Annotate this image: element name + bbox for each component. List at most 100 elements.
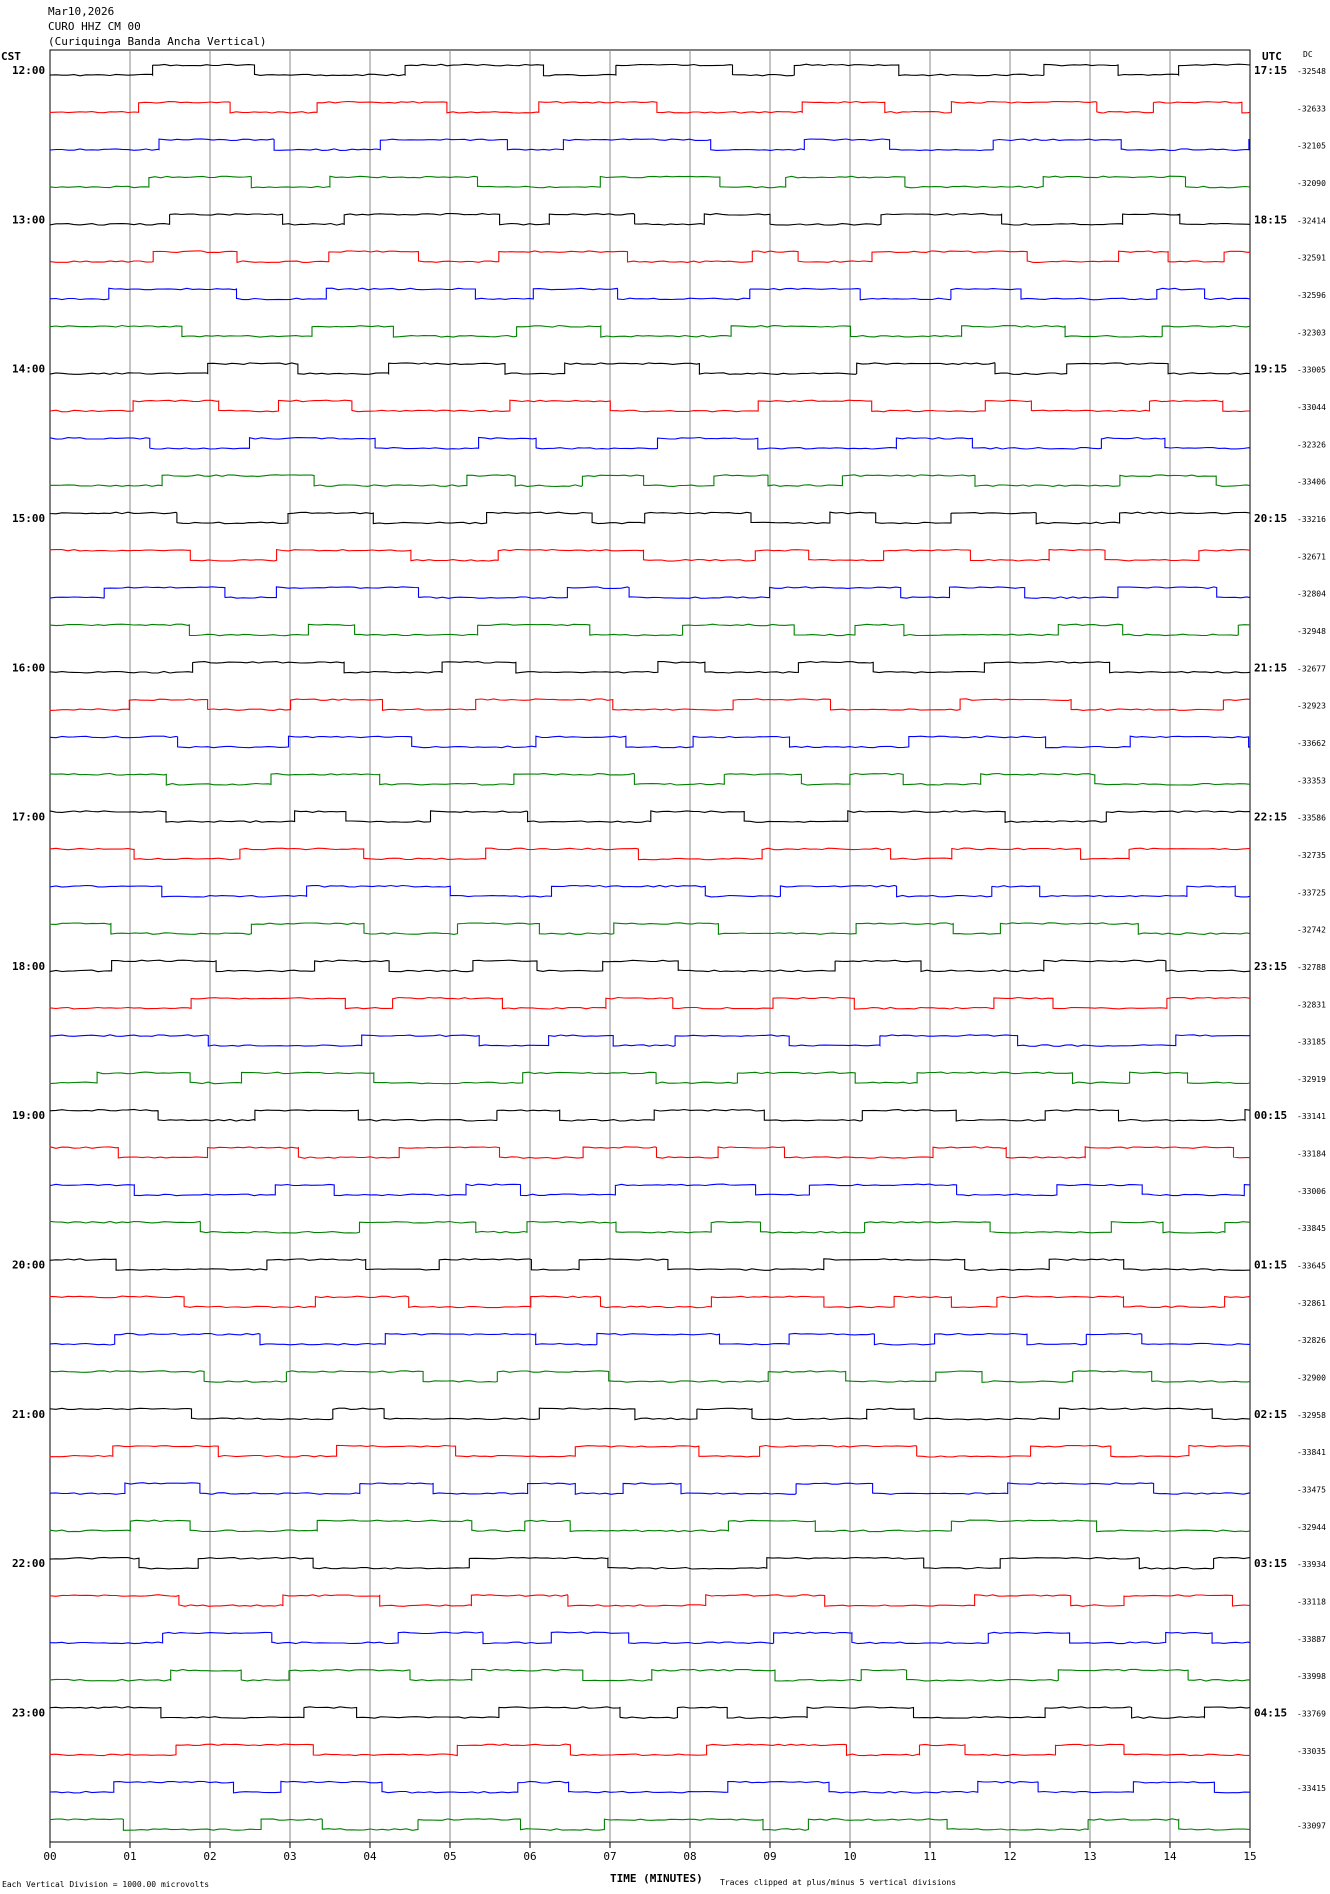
cst-hour-label: 14:00: [12, 363, 45, 376]
dc-offset-label: -33216: [1297, 515, 1326, 524]
x-tick-label: 02: [203, 1850, 216, 1863]
dc-offset-label: -33475: [1297, 1486, 1326, 1495]
x-tick-label: 03: [283, 1850, 296, 1863]
trace-line: [49, 250, 1251, 264]
dc-offset-label: -32303: [1297, 328, 1326, 337]
dc-offset-label: -32948: [1297, 627, 1326, 636]
cst-hour-label: 13:00: [12, 213, 45, 226]
dc-offset-label: -33645: [1297, 1262, 1326, 1271]
trace-line: [49, 922, 1251, 935]
dc-offset-label: -32804: [1297, 590, 1326, 599]
trace-line: [49, 698, 1251, 711]
dc-offset-label: -32326: [1297, 440, 1326, 449]
x-tick-label: 00: [43, 1850, 56, 1863]
trace-line: [49, 63, 1251, 77]
axis-labels: 00 01 02 03 04 05 06 07 08 09 10 11 12 13 14 15 -32548 12…: [12, 64, 1326, 1863]
dc-offset-label: -33141: [1297, 1112, 1326, 1121]
cst-hour-label: 20:00: [12, 1259, 45, 1272]
cst-hour-label: 23:00: [12, 1707, 45, 1720]
trace-line: [49, 847, 1251, 861]
dc-offset-label: -33184: [1297, 1150, 1326, 1159]
trace-line: [49, 623, 1251, 637]
utc-hour-label: 02:15: [1254, 1408, 1287, 1421]
dc-offset-label: -32735: [1297, 851, 1326, 860]
plot-frame: [49, 49, 1251, 1843]
utc-hour-label: 19:15: [1254, 363, 1287, 376]
trace-line: [49, 1482, 1251, 1495]
dc-offset-label: -32591: [1297, 254, 1326, 263]
trace-line: [49, 362, 1251, 376]
trace-line: [49, 884, 1251, 898]
trace-line: [49, 1183, 1251, 1197]
scale-note: Each Vertical Division = 1000.00 microvo…: [2, 1880, 210, 1889]
trace-line: [49, 436, 1251, 450]
trace-line: [49, 1594, 1251, 1607]
trace-line: [49, 548, 1251, 562]
station-name: (Curiquinga Banda Ancha Vertical): [48, 35, 267, 48]
trace-line: [49, 1519, 1251, 1533]
dc-offset-label: -32633: [1297, 104, 1326, 113]
seismic-traces: [49, 63, 1251, 1831]
dc-offset-label: -33006: [1297, 1187, 1326, 1196]
dc-offset-label: -33934: [1297, 1560, 1326, 1569]
trace-line: [49, 1258, 1251, 1271]
dc-offset-label: -33118: [1297, 1598, 1326, 1607]
trace-line: [49, 1034, 1251, 1047]
x-tick-label: 10: [843, 1850, 856, 1863]
trace-line: [49, 1370, 1251, 1383]
dc-offset-label: -33406: [1297, 478, 1326, 487]
dc-offset-label: -32742: [1297, 926, 1326, 935]
utc-axis-label: UTC: [1262, 50, 1282, 63]
x-axis-title: TIME (MINUTES): [610, 1872, 703, 1885]
dc-offset-label: -32596: [1297, 291, 1326, 300]
dc-offset-label: -33725: [1297, 888, 1326, 897]
dc-offset-label: -33841: [1297, 1448, 1326, 1457]
dc-offset-label: -33005: [1297, 366, 1326, 375]
cst-hour-label: 19:00: [12, 1109, 45, 1122]
cst-axis-label: CST: [1, 50, 21, 63]
trace-line: [49, 959, 1251, 973]
dc-offset-label: -32548: [1297, 67, 1326, 76]
dc-offset-label: -33769: [1297, 1710, 1326, 1719]
dc-offset-label: -33586: [1297, 814, 1326, 823]
trace-line: [49, 1556, 1251, 1570]
trace-line: [49, 1220, 1250, 1234]
trace-line: [49, 1108, 1251, 1122]
dc-offset-label: -33845: [1297, 1224, 1326, 1233]
dc-offset-label: -32788: [1297, 963, 1326, 972]
x-tick-label: 11: [923, 1850, 936, 1863]
dc-offset-label: -32414: [1297, 216, 1326, 225]
dc-offset-label: -32826: [1297, 1336, 1326, 1345]
x-tick-label: 14: [1163, 1850, 1177, 1863]
utc-hour-label: 17:15: [1254, 64, 1287, 77]
cst-hour-label: 22:00: [12, 1557, 45, 1570]
trace-line: [49, 1071, 1251, 1085]
utc-hour-label: 00:15: [1254, 1109, 1287, 1122]
utc-hour-label: 03:15: [1254, 1557, 1287, 1570]
x-tick-label: 13: [1083, 1850, 1096, 1863]
trace-line: [49, 1631, 1251, 1645]
trace-line: [49, 213, 1251, 226]
dc-offset-label: -32958: [1297, 1411, 1326, 1420]
trace-line: [49, 660, 1251, 674]
trace-line: [49, 1407, 1250, 1421]
utc-hour-label: 18:15: [1254, 213, 1287, 226]
trace-line: [49, 735, 1251, 749]
dc-offset-label: -32671: [1297, 552, 1326, 561]
x-tick-label: 12: [1003, 1850, 1016, 1863]
cst-hour-label: 17:00: [12, 811, 45, 824]
dc-offset-label: -33662: [1297, 739, 1326, 748]
x-tick-label: 08: [683, 1850, 696, 1863]
dc-offset-label: -33415: [1297, 1784, 1326, 1793]
trace-line: [49, 100, 1251, 114]
station-code: CURO HHZ CM 00: [48, 20, 141, 33]
dc-offset-label: -33097: [1297, 1822, 1326, 1831]
record-date: Mar10,2026: [48, 5, 115, 18]
trace-line: [49, 175, 1251, 189]
dc-offset-label: -33044: [1297, 403, 1326, 412]
trace-line: [49, 586, 1251, 599]
trace-line: [49, 287, 1251, 301]
x-tick-label: 09: [763, 1850, 776, 1863]
utc-hour-label: 04:15: [1254, 1707, 1287, 1720]
dc-offset-label: -33185: [1297, 1038, 1326, 1047]
